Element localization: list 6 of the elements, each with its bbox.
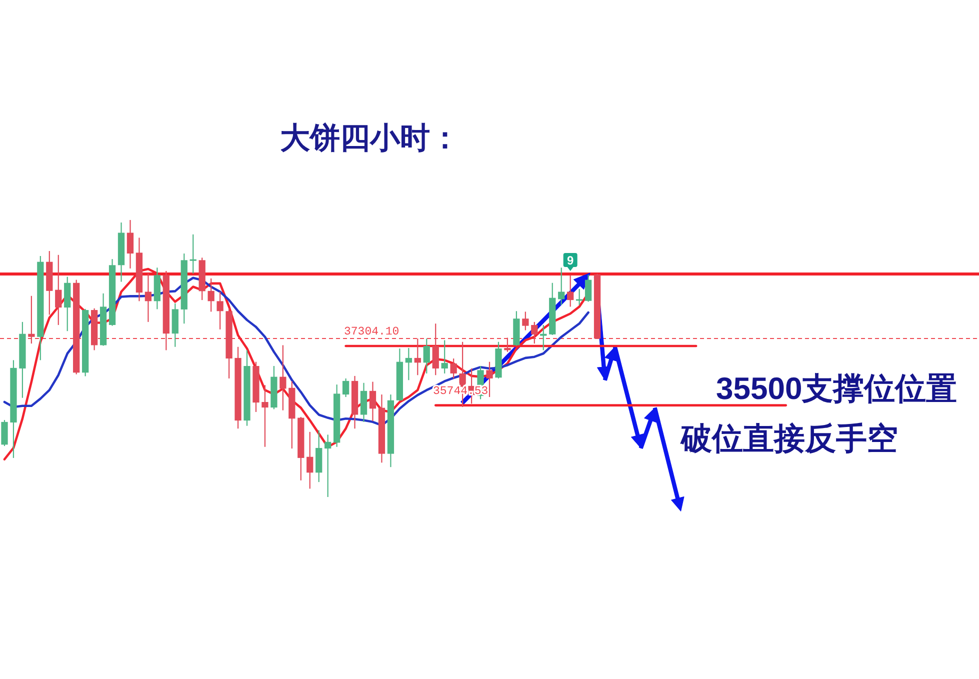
annotation: 9	[563, 253, 578, 271]
annotation: 9	[566, 254, 574, 268]
annotation: 35500支撑位位置	[716, 371, 958, 406]
title: 大饼四小时：	[280, 122, 460, 155]
annotation: 37304.10	[344, 326, 400, 339]
annotation: 破位直接反手空	[681, 421, 898, 456]
